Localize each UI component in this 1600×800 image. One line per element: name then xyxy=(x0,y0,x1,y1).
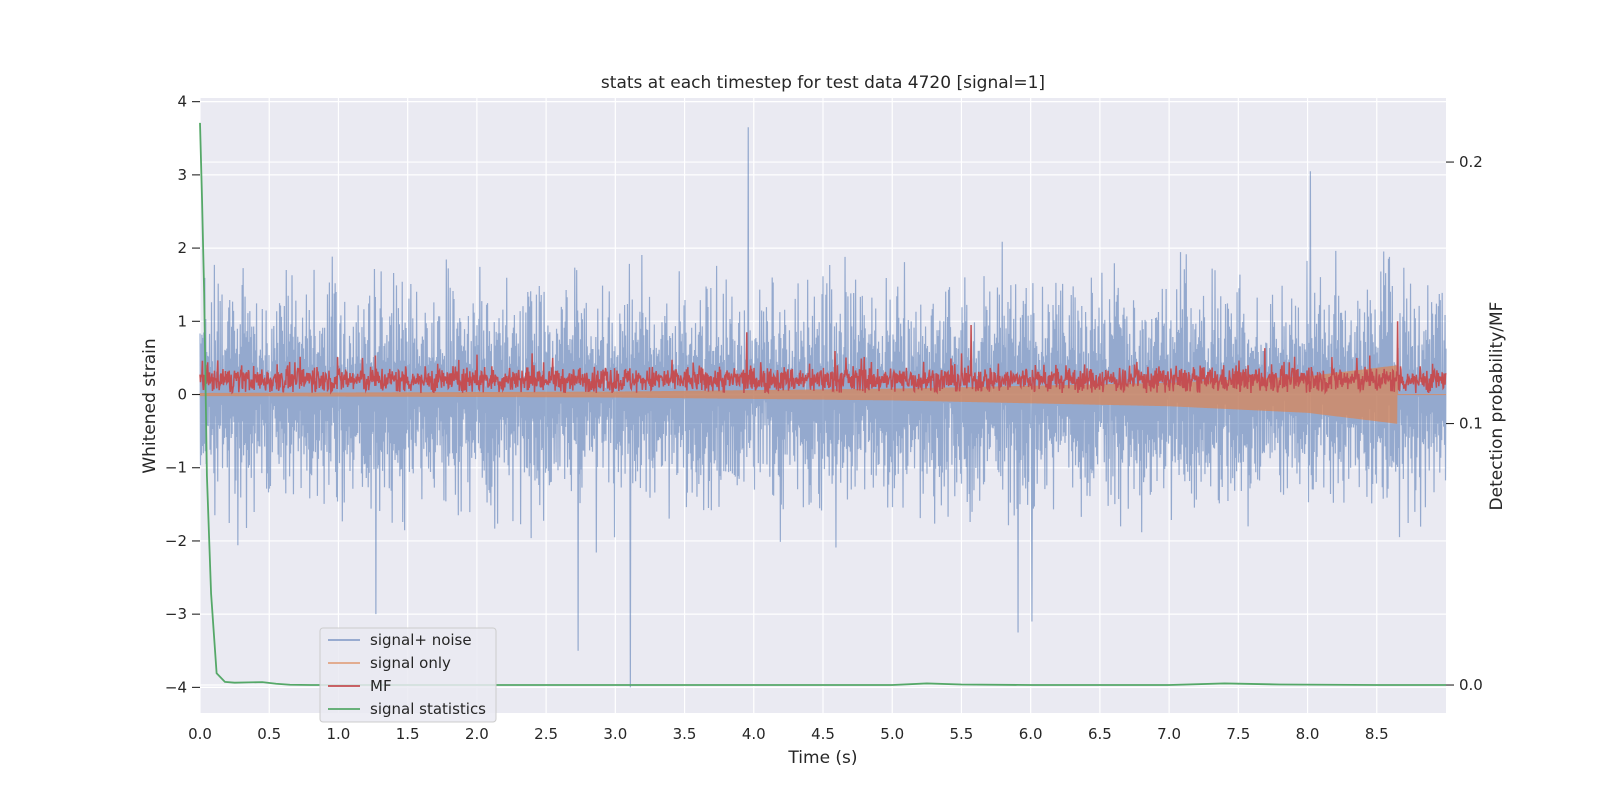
x-axis-label: Time (s) xyxy=(787,748,857,768)
legend-box xyxy=(319,627,497,723)
legend: signal+ noise signal only MF signal stat… xyxy=(319,627,497,723)
x-tick-label: 0.5 xyxy=(257,725,281,743)
y-right-tick-label: 0.2 xyxy=(1459,153,1483,171)
x-tick-label: 8.0 xyxy=(1296,725,1320,743)
y-tick-label: −2 xyxy=(165,532,187,550)
y-tick-label: 3 xyxy=(177,166,187,184)
y-tick-label: 0 xyxy=(177,386,187,404)
y-tick-label: −1 xyxy=(165,459,187,477)
y-axis-label: Whitened strain xyxy=(140,338,160,473)
x-tick-label: 1.5 xyxy=(396,725,420,743)
legend-label-signal-statistics: signal statistics xyxy=(370,700,486,718)
series-line-signal-noise xyxy=(199,127,1447,688)
series-line-mf xyxy=(199,321,1447,395)
legend-label-mf: MF xyxy=(370,677,392,695)
x-tick-label: 2.0 xyxy=(465,725,489,743)
y-tick-label: 4 xyxy=(177,93,187,111)
y-right-tick-label: 0.0 xyxy=(1459,676,1483,694)
x-tick-label: 6.0 xyxy=(1019,725,1043,743)
x-tick-label: 7.0 xyxy=(1157,725,1181,743)
y-tick-label: 1 xyxy=(177,312,187,330)
x-tick-label: 6.5 xyxy=(1088,725,1112,743)
x-axis: 0.0 0.5 1.0 1.5 2.0 2.5 3.0 3.5 4.0 4.5 5.0 5.5 6.0 6… xyxy=(188,725,1389,743)
x-tick-label: 0.0 xyxy=(188,725,212,743)
x-tick-label: 7.5 xyxy=(1226,725,1250,743)
x-tick-label: 1.0 xyxy=(327,725,351,743)
y-axis-right: 0.2 0.1 0.0 xyxy=(1446,153,1483,694)
x-tick-label: 8.5 xyxy=(1365,725,1389,743)
y-tick-label: −4 xyxy=(165,678,187,696)
chart-title: stats at each timestep for test data 472… xyxy=(601,73,1045,93)
y-right-tick-label: 0.1 xyxy=(1459,415,1483,433)
y-tick-label: 2 xyxy=(177,239,187,257)
x-tick-label: 2.5 xyxy=(534,725,558,743)
y-axis-left: 4 3 2 1 0 −1 −2 −3 −4 xyxy=(165,93,200,696)
y-axis-right-label: Detection probability/MF xyxy=(1487,302,1507,511)
x-tick-label: 4.0 xyxy=(742,725,766,743)
x-tick-label: 3.0 xyxy=(603,725,627,743)
x-tick-label: 3.5 xyxy=(673,725,697,743)
x-tick-label: 4.5 xyxy=(811,725,835,743)
legend-label-signal-only: signal only xyxy=(370,654,451,672)
y-tick-label: −3 xyxy=(165,605,187,623)
x-tick-label: 5.0 xyxy=(880,725,904,743)
x-tick-label: 5.5 xyxy=(950,725,974,743)
legend-label-signal-noise: signal+ noise xyxy=(370,631,472,649)
